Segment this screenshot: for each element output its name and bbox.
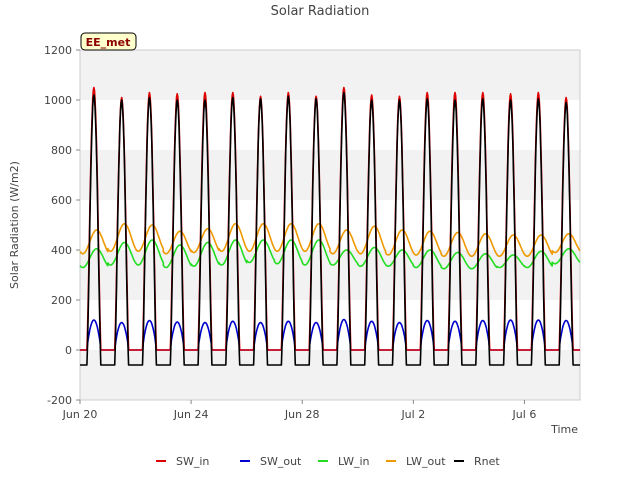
chart-title: Solar Radiation	[271, 4, 370, 19]
y-tick-label: 200	[51, 294, 72, 307]
legend: SW_in SW_out LW_in LW_out Rnet	[156, 455, 500, 468]
x-tick-label: Jun 24	[173, 408, 209, 421]
x-tick-label: Jul 6	[512, 408, 537, 421]
legend-label: LW_out	[406, 455, 446, 468]
x-tick-label: Jun 28	[284, 408, 320, 421]
grid-band	[80, 350, 580, 400]
legend-label: Rnet	[474, 455, 500, 468]
series-line-rnet	[79, 91, 581, 366]
grid-band	[80, 100, 580, 150]
legend-label: SW_in	[176, 455, 209, 468]
y-axis: -200 0 200 400 600 800 1000 1200	[44, 44, 80, 407]
y-tick-label: 1000	[44, 94, 72, 107]
y-tick-label: -200	[47, 394, 72, 407]
x-axis: Jun 20 Jun 24 Jun 28 Jul 2 Jul 6	[62, 400, 537, 421]
legend-label: LW_in	[338, 455, 370, 468]
y-axis-label: Solar Radiation (W/m2)	[8, 161, 21, 289]
y-tick-label: 600	[51, 194, 72, 207]
legend-label: SW_out	[260, 455, 302, 468]
series-line-lw-in	[79, 239, 581, 270]
series-line-lw-out	[79, 223, 581, 258]
plot-area-frame	[79, 49, 581, 401]
grid-band	[80, 150, 580, 200]
y-tick-label: 1200	[44, 44, 72, 57]
y-tick-label: 0	[65, 344, 72, 357]
grid-band	[80, 200, 580, 250]
grid-band	[80, 250, 580, 300]
grid-band	[80, 50, 580, 100]
site-badge: EE_met	[80, 32, 137, 51]
y-tick-label: 400	[51, 244, 72, 257]
series-layer	[79, 86, 581, 366]
x-tick-label: Jun 20	[62, 408, 98, 421]
x-tick-label: Jul 2	[400, 408, 425, 421]
site-badge-box	[80, 32, 137, 51]
series-line-sw-in	[79, 86, 581, 351]
x-axis-label: Time	[550, 423, 578, 436]
grid-band	[80, 300, 580, 350]
y-tick-label: 800	[51, 144, 72, 157]
site-badge-label: EE_met	[86, 36, 131, 49]
plot-bands	[80, 50, 580, 400]
